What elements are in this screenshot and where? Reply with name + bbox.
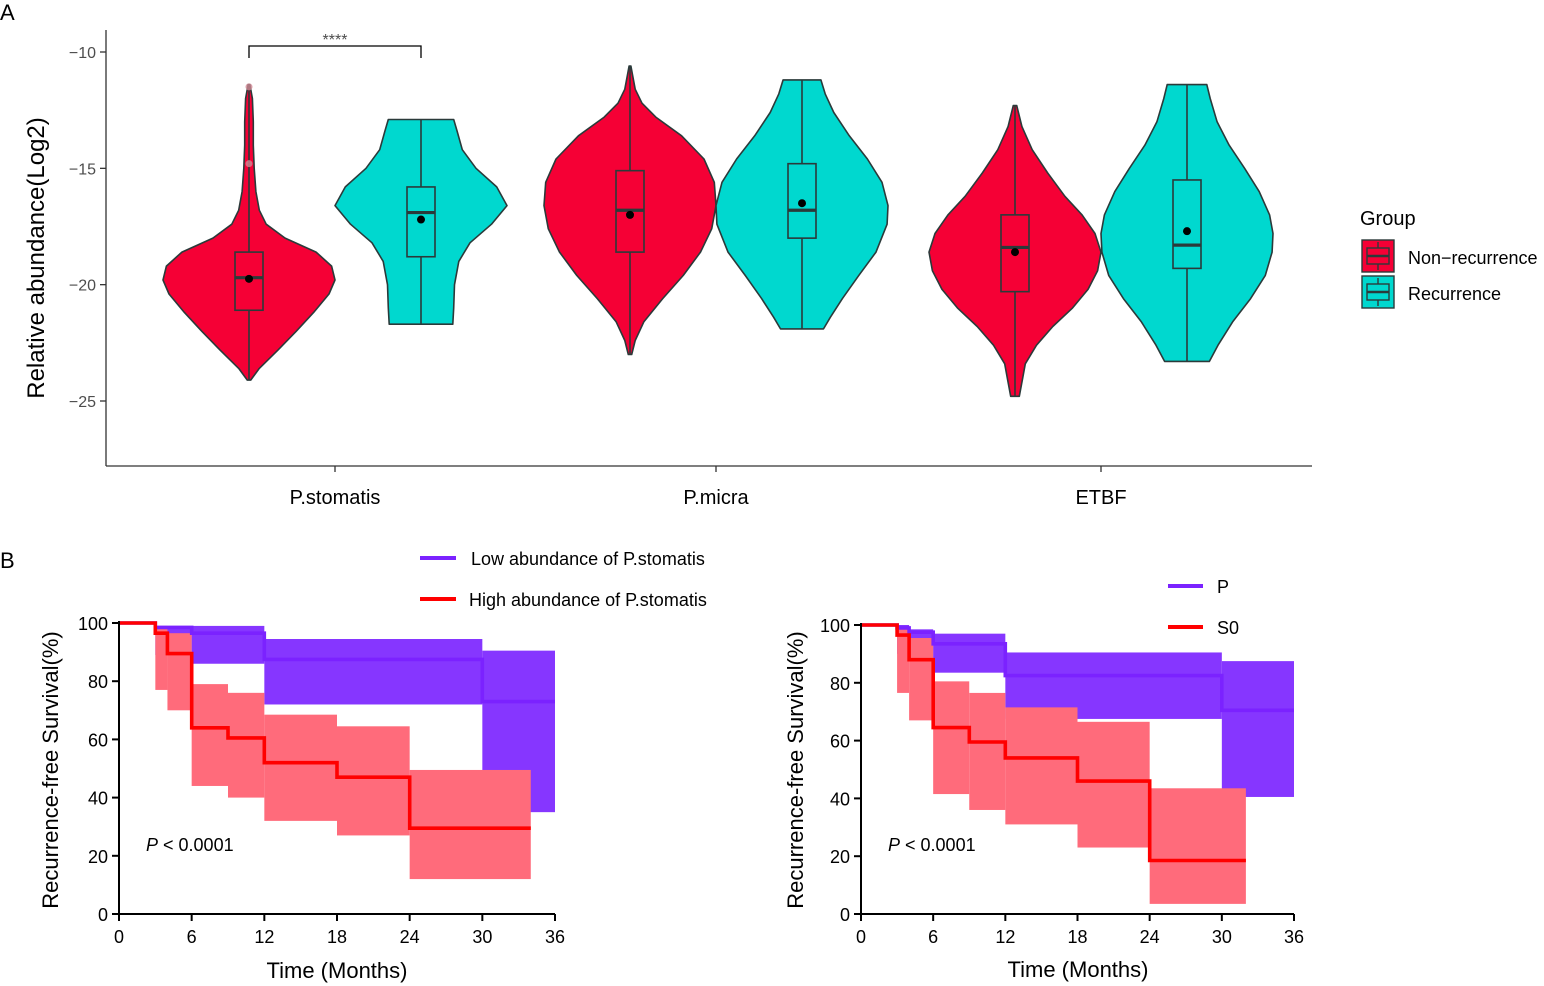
km-left-x-tick-label: 0	[114, 927, 124, 947]
km-right-p-italic: P	[888, 835, 900, 855]
km-left-y-tick-label: 20	[88, 847, 108, 867]
mean-point-pstomatis-non-recurrence	[245, 274, 253, 283]
km-right-ci-band-series-1	[933, 681, 970, 795]
km-left-y-tick-label: 40	[88, 789, 108, 809]
km-right-ci-band-series-1	[897, 627, 910, 693]
outlier-point-pstomatis-non-recurrence	[245, 160, 253, 168]
km-right-ci-band-series-0	[933, 633, 1006, 673]
km-right-x-tick-label: 18	[1067, 927, 1087, 947]
panel-b-label: B	[0, 548, 15, 573]
km-right-p-value: P < 0.0001	[888, 835, 976, 855]
km-left-ci-band-series-1	[155, 625, 168, 690]
km-right-x-axis-title: Time (Months)	[1008, 957, 1149, 982]
km-left-ci-band-series-1	[337, 726, 410, 836]
km-right-y-tick-label: 100	[820, 616, 850, 636]
km-right-p-rest: < 0.0001	[900, 835, 976, 855]
km-right-y-tick-label: 0	[840, 905, 850, 925]
km-left-ci-band-series-1	[191, 684, 228, 786]
significance-bracket	[248, 45, 422, 58]
mean-point-pmicra-non-recurrence	[626, 210, 634, 219]
km-right-x-tick-label: 0	[856, 927, 866, 947]
outlier-point-pstomatis-non-recurrence	[245, 83, 253, 91]
violin-category-label: ETBF	[1075, 487, 1126, 509]
legend-title: Group	[1360, 208, 1416, 230]
km-left-x-tick-label: 30	[472, 927, 492, 947]
km-left-x-tick-label: 18	[327, 927, 347, 947]
km-left-y-axis-title: Recurrence-free Survival(%)	[38, 631, 63, 909]
km-right-x-tick-label: 36	[1284, 927, 1304, 947]
km-left-p-rest: < 0.0001	[158, 835, 234, 855]
violin-chart: Relative abundance(Log2) Group Non−recur…	[23, 30, 1538, 509]
violin-y-axis-title: Relative abundance(Log2)	[23, 117, 50, 399]
km-right-x-tick-label: 24	[1140, 927, 1160, 947]
km-left-p-value: P < 0.0001	[146, 835, 234, 855]
km-right-y-tick-label: 20	[830, 847, 850, 867]
km-right-ci-band-series-1	[909, 638, 934, 721]
km-right-ci-band-series-1	[1149, 788, 1246, 904]
km-right-y-axis-title: Recurrence-free Survival(%)	[783, 631, 808, 909]
km-chart-left: Recurrence-free Survival(%) Time (Months…	[38, 549, 707, 983]
km-left-curve-series-1	[119, 621, 531, 830]
mean-point-etbf-recurrence	[1183, 227, 1191, 236]
km-right-x-tick-label: 12	[995, 927, 1015, 947]
km-right-y-tick-label: 60	[830, 732, 850, 752]
violin-category-label: P.stomatis	[290, 487, 381, 509]
box-etbf-recurrence	[1172, 179, 1202, 270]
km-left-y-tick-label: 80	[88, 672, 108, 692]
km-left-y-tick-label: 0	[98, 905, 108, 925]
km-left-x-tick-label: 12	[254, 927, 274, 947]
violin-category-label: P.micra	[683, 487, 749, 509]
km-right-x-tick-label: 30	[1212, 927, 1232, 947]
panel-a-label: A	[0, 0, 15, 25]
km-left-ci-band-series-1	[228, 692, 265, 798]
km-right-y-tick-label: 80	[830, 674, 850, 694]
km-left-ci-band-series-0	[264, 639, 483, 705]
km-left-ci-band-series-1	[167, 633, 192, 711]
km-chart-right: Recurrence-free Survival(%) Time (Months…	[783, 577, 1304, 982]
legend-label-recurrence: Recurrence	[1408, 284, 1501, 304]
km-right-ci-band-series-1	[1005, 707, 1078, 825]
km-right-legend-label-s0: S0	[1217, 618, 1239, 638]
km-right-y-tick-label: 40	[830, 789, 850, 809]
km-left-legend-label-high: High abundance of P.stomatis	[469, 590, 707, 610]
legend-label-non-recurrence: Non−recurrence	[1408, 248, 1538, 268]
violin-y-tick-label: −20	[69, 278, 96, 295]
km-left-x-tick-label: 6	[187, 927, 197, 947]
km-left-x-tick-label: 36	[545, 927, 565, 947]
km-left-x-tick-label: 24	[400, 927, 420, 947]
km-right-ci-band-series-1	[1077, 721, 1150, 848]
violin-y-tick-label: −15	[69, 161, 96, 178]
km-right-ci-band-series-0	[1221, 661, 1294, 797]
km-right-curve-series-1	[861, 623, 1246, 863]
km-left-y-tick-label: 60	[88, 730, 108, 750]
mean-point-pmicra-recurrence	[798, 199, 806, 208]
km-left-legend-label-low: Low abundance of P.stomatis	[471, 549, 705, 569]
km-right-x-tick-label: 6	[928, 927, 938, 947]
km-left-ci-band-series-1	[264, 714, 337, 821]
km-left-y-tick-label: 100	[78, 614, 108, 634]
km-left-p-italic: P	[146, 835, 158, 855]
mean-point-pstomatis-recurrence	[417, 215, 425, 224]
km-right-legend-label-p: P	[1217, 577, 1229, 597]
violin-y-tick-label: −10	[69, 45, 96, 62]
km-left-x-axis-title: Time (Months)	[267, 958, 408, 983]
violin-y-tick-label: −25	[69, 394, 96, 411]
significance-stars: ****	[323, 32, 348, 49]
km-right-ci-band-series-1	[969, 692, 1006, 810]
km-left-ci-band-series-1	[409, 769, 531, 880]
mean-point-etbf-non-recurrence	[1011, 248, 1019, 257]
